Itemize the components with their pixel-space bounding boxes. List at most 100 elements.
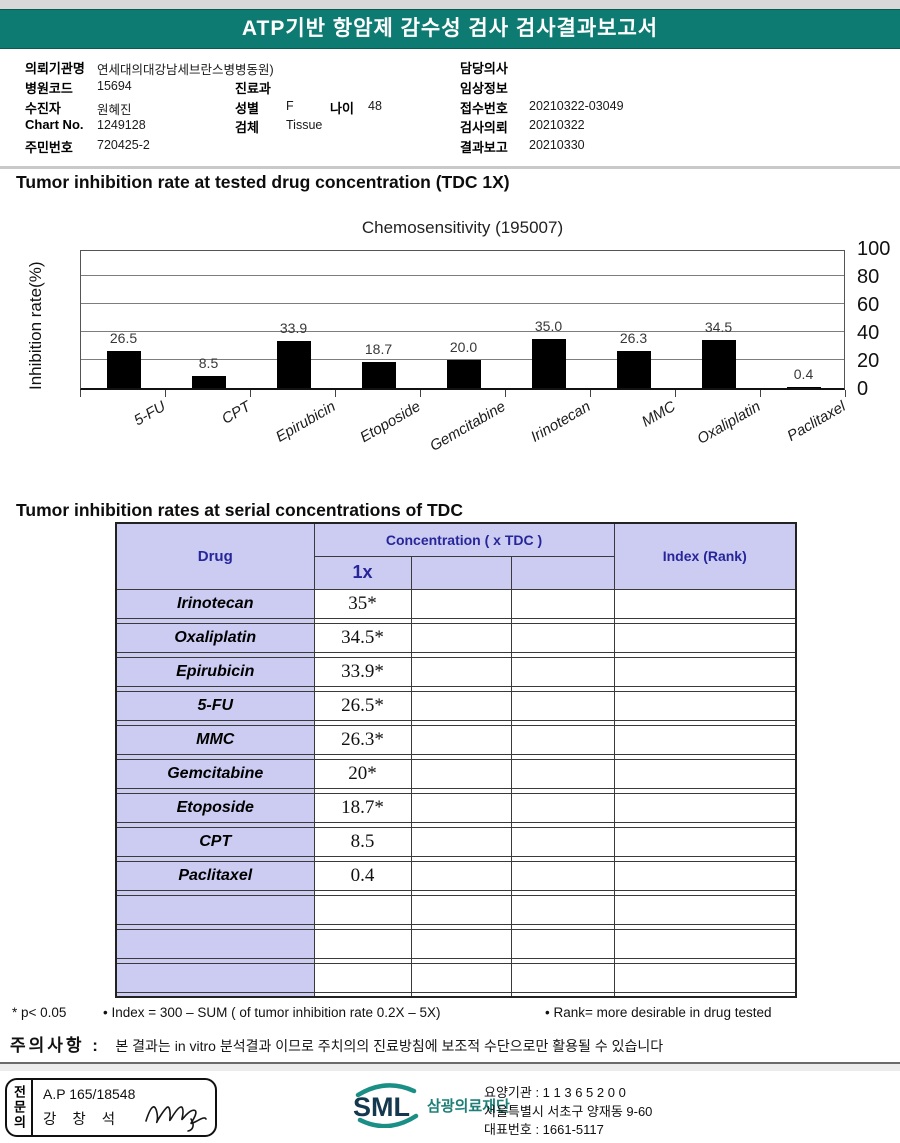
org-info-line1: 요양기관 : 1 1 3 6 5 2 0 0: [484, 1085, 626, 1100]
value-conc2: [410, 962, 512, 993]
field-value-patient: 원혜진: [97, 103, 132, 117]
bar-value-CPT: 8.5: [198, 355, 219, 372]
x-label-Oxaliplatin: Oxaliplatin: [694, 398, 764, 448]
value-conc2: [410, 622, 512, 653]
bar-Etoposide: [361, 361, 396, 388]
value-index: [613, 622, 797, 653]
field-value-resident-no: 720425-2: [97, 138, 150, 152]
gridline-40: [81, 331, 844, 332]
chart-y-axis-label: Inhibition rate(%): [26, 261, 45, 390]
chart-plot-area: 26.5 8.5 33.9 18.7 20.0 35.0 26.3 34.5 0.4: [80, 250, 845, 390]
x-label-Epirubicin: Epirubicin: [272, 398, 339, 446]
table-row-Irinotecan: Irinotecan 35*: [115, 588, 797, 619]
table-row-Epirubicin: Epirubicin 33.9*: [115, 656, 797, 687]
footnote-significance: * p< 0.05: [12, 1005, 67, 1020]
value-index: [613, 758, 797, 789]
value-conc2: [410, 860, 512, 891]
value-index: [613, 792, 797, 823]
field-label-clinical-info: 임상정보: [460, 81, 508, 96]
field-label-resident-no: 주민번호: [25, 140, 73, 155]
value-conc2: [410, 656, 512, 687]
field-value-institution: 연세대의대강남세브란스병병동원): [97, 63, 274, 77]
drug-name: Irinotecan: [115, 588, 315, 619]
spacer-cell: [313, 991, 412, 998]
tdc-table: Drug Concentration ( x TDC ) Index (Rank…: [115, 522, 797, 998]
value-conc3: [510, 928, 615, 959]
value-index: [613, 894, 797, 925]
x-tick-5: [505, 390, 506, 397]
y-tick-80: 80: [857, 266, 880, 288]
bar-slot-MMC: 26.3: [591, 251, 676, 388]
x-tick-1: [165, 390, 166, 397]
chemosensitivity-chart: Chemosensitivity (195007) Inhibition rat…: [0, 210, 900, 502]
drug-name: Oxaliplatin: [115, 622, 315, 653]
sml-logo: SML 삼광의료재단: [350, 1082, 510, 1128]
drug-name: 5-FU: [115, 690, 315, 721]
value-conc3: [510, 860, 615, 891]
sml-abbr-glyph: SML: [353, 1092, 410, 1122]
table-row-empty-11: [115, 962, 797, 993]
top-gray-strip: [0, 0, 900, 9]
value-conc3: [510, 894, 615, 925]
footnote-rank: • Rank= more desirable in drug tested: [545, 1005, 772, 1020]
field-value-hospital-code: 15694: [97, 79, 132, 93]
table-header-drug: Drug: [115, 522, 315, 590]
value-conc2: [410, 894, 512, 925]
field-label-request-date: 검사의뢰: [460, 120, 508, 135]
x-tick-7: [675, 390, 676, 397]
bar-Paclitaxel: [786, 387, 821, 388]
chart-title: Chemosensitivity (195007): [361, 218, 564, 237]
field-value-request-date: 20210322: [529, 118, 585, 132]
value-conc2: [410, 826, 512, 857]
value-1x: [313, 962, 412, 993]
org-info-block: 요양기관 : 1 1 3 6 5 2 0 0 서울특별시 서초구 양재동 9-6…: [484, 1084, 652, 1140]
table-row-empty-9: [115, 894, 797, 925]
x-tick-3: [335, 390, 336, 397]
section2-title: Tumor inhibition rates at serial concent…: [16, 500, 463, 520]
bar-value-Etoposide: 18.7: [364, 340, 393, 357]
x-tick-4: [420, 390, 421, 397]
bar-value-Epirubicin: 33.9: [279, 319, 308, 336]
value-1x: 8.5: [313, 826, 412, 857]
spacer-cell: [410, 991, 512, 998]
value-conc2: [410, 792, 512, 823]
field-value-age: 48: [368, 99, 382, 113]
value-index: [613, 826, 797, 857]
field-label-accession-no: 접수번호: [460, 101, 508, 116]
x-label-CPT: CPT: [219, 398, 254, 428]
bar-slot-5-FU: 26.5: [81, 251, 166, 388]
table-row-MMC: MMC 26.3*: [115, 724, 797, 755]
bar-value-MMC: 26.3: [619, 330, 648, 347]
table-header-1x: 1x: [313, 555, 412, 590]
spacer-cell: [613, 991, 797, 998]
value-1x: 35*: [313, 588, 412, 619]
table-spacer-row: [115, 991, 797, 998]
field-label-chart-no: Chart No.: [25, 117, 84, 132]
value-conc2: [410, 758, 512, 789]
value-index: [613, 690, 797, 721]
specialist-stamp-box: 전문의 A.P 165/18548 강 창 석: [5, 1078, 217, 1137]
field-value-accession-no: 20210322-03049: [529, 99, 624, 113]
drug-name: Gemcitabine: [115, 758, 315, 789]
gridline-60: [81, 303, 844, 304]
drug-name: [115, 962, 315, 993]
bar-5-FU: [106, 350, 141, 388]
bar-Gemcitabine: [446, 360, 481, 388]
table-header-conc-2: [410, 555, 512, 590]
field-label-hospital-code: 병원코드: [25, 81, 73, 96]
value-conc3: [510, 826, 615, 857]
y-tick-40: 40: [857, 322, 880, 344]
y-tick-100: 100: [857, 238, 891, 260]
sml-org-name: 삼광의료재단: [427, 1097, 510, 1115]
field-label-age: 나이: [330, 101, 354, 116]
bar-Epirubicin: [276, 340, 311, 388]
value-1x: [313, 928, 412, 959]
bar-value-5-FU: 26.5: [109, 329, 138, 346]
field-label-patient: 수진자: [25, 101, 61, 116]
x-tick-0: [80, 390, 81, 397]
value-conc2: [410, 588, 512, 619]
stamp-doctor-name: 강 창 석: [43, 1112, 122, 1128]
y-tick-20: 20: [857, 350, 880, 372]
field-label-institution: 의뢰기관명: [25, 61, 85, 76]
